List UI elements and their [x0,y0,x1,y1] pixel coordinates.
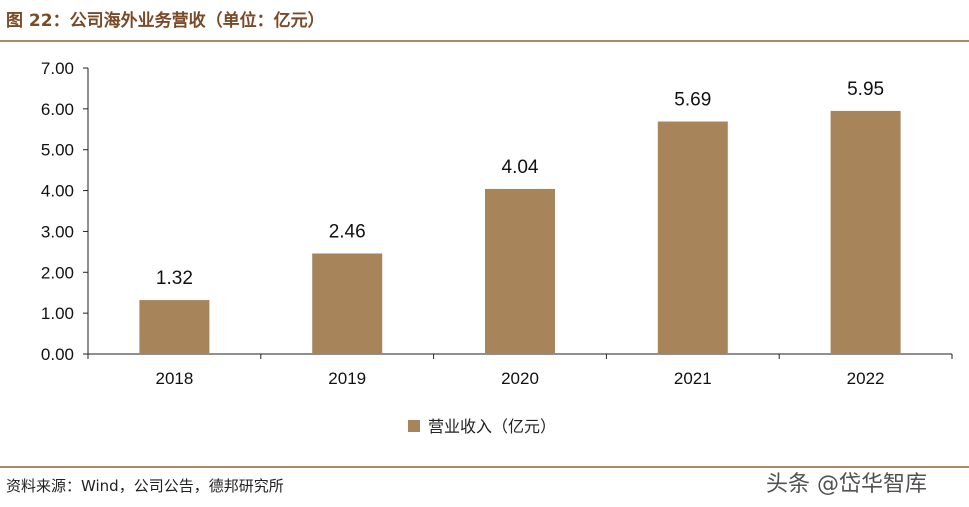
y-tick-label: 4.00 [41,182,74,201]
bar [830,110,901,355]
legend-swatch [408,420,420,432]
bar [312,253,383,354]
data-labels: 1.32 2.46 4.04 5.69 5.95 [156,79,884,289]
x-tick-label: 2020 [501,369,539,388]
y-tick-label: 5.00 [41,141,74,160]
y-tick-label: 2.00 [41,263,74,282]
x-tick-label: 2018 [155,369,193,388]
bottom-divider [0,466,969,468]
source-note: 资料来源：Wind，公司公告，德邦研究所 [6,477,284,495]
bar [139,300,210,354]
y-tick-label: 3.00 [41,222,74,241]
y-tick-label: 7.00 [41,59,74,78]
bar [657,121,728,354]
legend-label: 营业收入（亿元） [428,417,556,436]
y-tick-label: 1.00 [41,304,74,323]
watermark: 头条 @岱华智库 [766,472,927,497]
bar [485,188,555,354]
chart-title: 图 22：公司海外业务营收（单位：亿元） [6,11,325,31]
top-divider [0,40,969,42]
data-label: 2.46 [329,221,366,242]
x-tick-label: 2019 [328,369,366,388]
y-tick-label: 0.00 [41,345,74,364]
data-label: 5.69 [674,90,711,111]
data-label: 4.04 [502,157,539,178]
x-axis: 2018 2019 2020 2021 2022 [87,353,953,388]
x-tick-label: 2021 [674,369,712,388]
y-tick-label: 6.00 [41,100,74,119]
legend: 营业收入（亿元） [408,417,556,436]
data-label: 5.95 [847,79,884,100]
bars [139,110,901,355]
bar-chart: 0.001.002.003.004.005.006.007.00 2018 201… [41,59,953,436]
y-axis: 0.00 1.00 2.00 3.00 4.00 5.00 6.00 7.00 [41,59,89,364]
x-tick-label: 2022 [847,369,885,388]
data-label: 1.32 [156,268,193,289]
